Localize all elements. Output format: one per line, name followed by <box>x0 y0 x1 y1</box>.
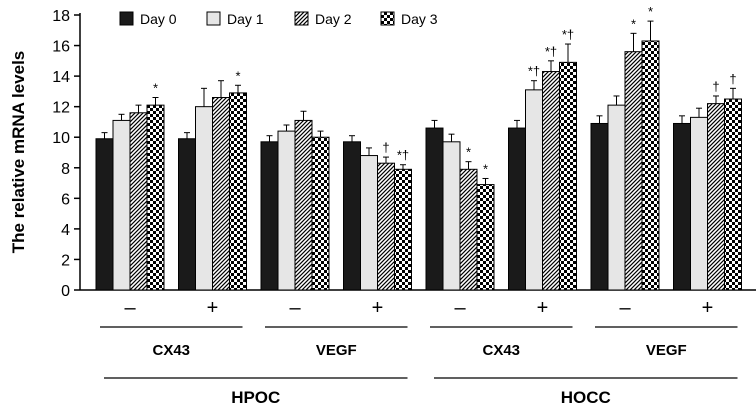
bar <box>195 106 213 291</box>
bar <box>311 136 330 291</box>
legend-swatch <box>119 11 134 26</box>
gene-label: VEGF <box>316 342 357 359</box>
significance-marker: * <box>648 4 653 19</box>
bar <box>476 184 495 291</box>
y-tick-label: 6 <box>61 191 70 208</box>
y-axis-label: The relative mRNA levels <box>9 51 28 254</box>
bar <box>607 104 626 291</box>
y-tick-label: 8 <box>61 161 70 178</box>
significance-marker: * <box>483 161 488 176</box>
bar <box>112 119 131 291</box>
cell-type-label: HOCC <box>561 388 611 407</box>
bar <box>343 141 361 291</box>
gene-label: VEGF <box>646 342 687 359</box>
legend-label: Day 2 <box>315 11 352 27</box>
significance-marker: *† <box>528 64 540 79</box>
significance-marker: † <box>712 79 719 94</box>
treatment-sign-label: – <box>289 297 301 319</box>
category-labels: – + – + – + – + CX43 VEGF CX43 VEGF HPOC HOCC <box>100 297 738 407</box>
treatment-sign-label: – <box>124 297 136 319</box>
significance-marker: * <box>235 68 240 83</box>
legend-label: Day 1 <box>227 11 264 27</box>
bar <box>229 92 247 291</box>
legend: Day 0 Day 1 Day 2 Day 3 <box>119 11 438 27</box>
bar <box>146 104 165 291</box>
bar <box>442 141 461 291</box>
y-tick-label: 18 <box>52 8 70 25</box>
bar <box>129 112 148 291</box>
bar <box>360 155 378 291</box>
cell-type-label: HPOC <box>231 388 280 407</box>
bar <box>673 122 691 291</box>
bar <box>95 138 114 291</box>
bar <box>624 51 643 291</box>
bar <box>178 138 196 291</box>
y-tick-label: 0 <box>61 283 70 300</box>
bar <box>377 162 395 291</box>
y-tick-label: 16 <box>52 39 70 56</box>
treatment-sign-label: – <box>454 297 466 319</box>
bar <box>277 130 296 291</box>
bar <box>707 103 725 291</box>
legend-label: Day 0 <box>140 11 177 27</box>
y-tick-label: 4 <box>61 222 70 239</box>
y-tick-label: 2 <box>61 252 70 269</box>
significance-marker: *† <box>397 148 409 163</box>
bar <box>394 168 412 291</box>
gene-label: CX43 <box>482 342 520 359</box>
legend-label: Day 3 <box>401 11 438 27</box>
significance-marker: * <box>631 16 636 31</box>
significance-marker: *† <box>545 44 557 59</box>
bar <box>690 116 708 291</box>
treatment-sign-label: + <box>207 297 219 319</box>
gene-label: CX43 <box>152 342 190 359</box>
bar <box>508 127 526 291</box>
significance-marker: † <box>729 71 736 86</box>
bars-layer: **†*† ***†*†*†**†† <box>95 4 742 291</box>
bar <box>525 89 543 291</box>
treatment-sign-label: + <box>537 297 549 319</box>
significance-marker: * <box>153 81 158 96</box>
bar <box>212 97 230 291</box>
treatment-sign-label: – <box>619 297 631 319</box>
bar <box>724 98 742 291</box>
legend-swatch <box>206 11 221 26</box>
bar <box>294 119 313 291</box>
bar <box>459 168 478 291</box>
y-tick-label: 14 <box>52 69 70 86</box>
y-tick-label: 10 <box>52 130 70 147</box>
bar <box>590 122 609 291</box>
bar <box>260 141 279 291</box>
bar <box>542 71 560 291</box>
significance-marker: * <box>466 145 471 160</box>
legend-swatch <box>380 11 395 26</box>
significance-marker: † <box>382 140 389 155</box>
significance-marker: *† <box>562 27 574 42</box>
treatment-sign-label: + <box>372 297 384 319</box>
bar <box>425 127 444 291</box>
y-tick-label: 12 <box>52 100 70 117</box>
bar <box>641 40 660 291</box>
treatment-sign-label: + <box>702 297 714 319</box>
legend-swatch <box>294 11 309 26</box>
bar <box>559 61 577 291</box>
